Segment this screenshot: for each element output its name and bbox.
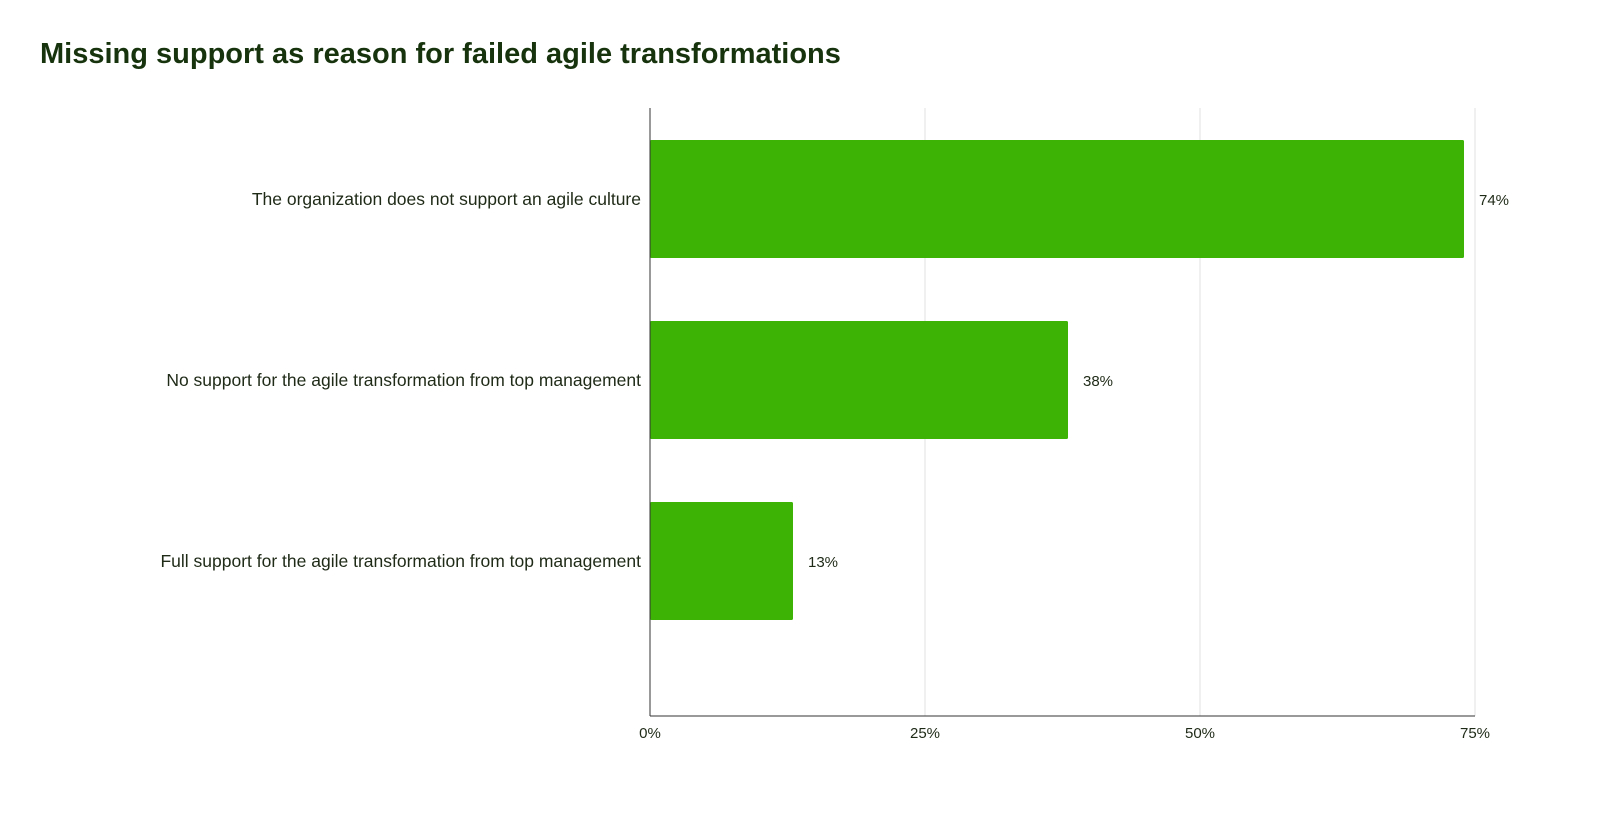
axes xyxy=(649,108,1475,717)
bar-2 xyxy=(650,502,793,620)
category-label: Full support for the agile transformatio… xyxy=(160,551,641,571)
bar-1 xyxy=(650,321,1068,439)
x-tick-label: 0% xyxy=(639,725,661,742)
x-tick-label: 75% xyxy=(1460,725,1490,742)
x-tick-label: 50% xyxy=(1185,725,1215,742)
data-label: 74% xyxy=(1479,192,1509,209)
labels: 0% 25% 50% 75% The organization does not sup… xyxy=(160,189,1509,742)
data-label: 13% xyxy=(808,554,838,571)
chart-title: Missing support as reason for failed agi… xyxy=(40,38,841,70)
bars xyxy=(650,140,1464,620)
x-tick-label: 25% xyxy=(910,725,940,742)
category-label: The organization does not support an agi… xyxy=(252,189,641,209)
bar-0 xyxy=(650,140,1464,258)
category-label: No support for the agile transformation … xyxy=(166,370,641,390)
data-label: 38% xyxy=(1083,373,1113,390)
